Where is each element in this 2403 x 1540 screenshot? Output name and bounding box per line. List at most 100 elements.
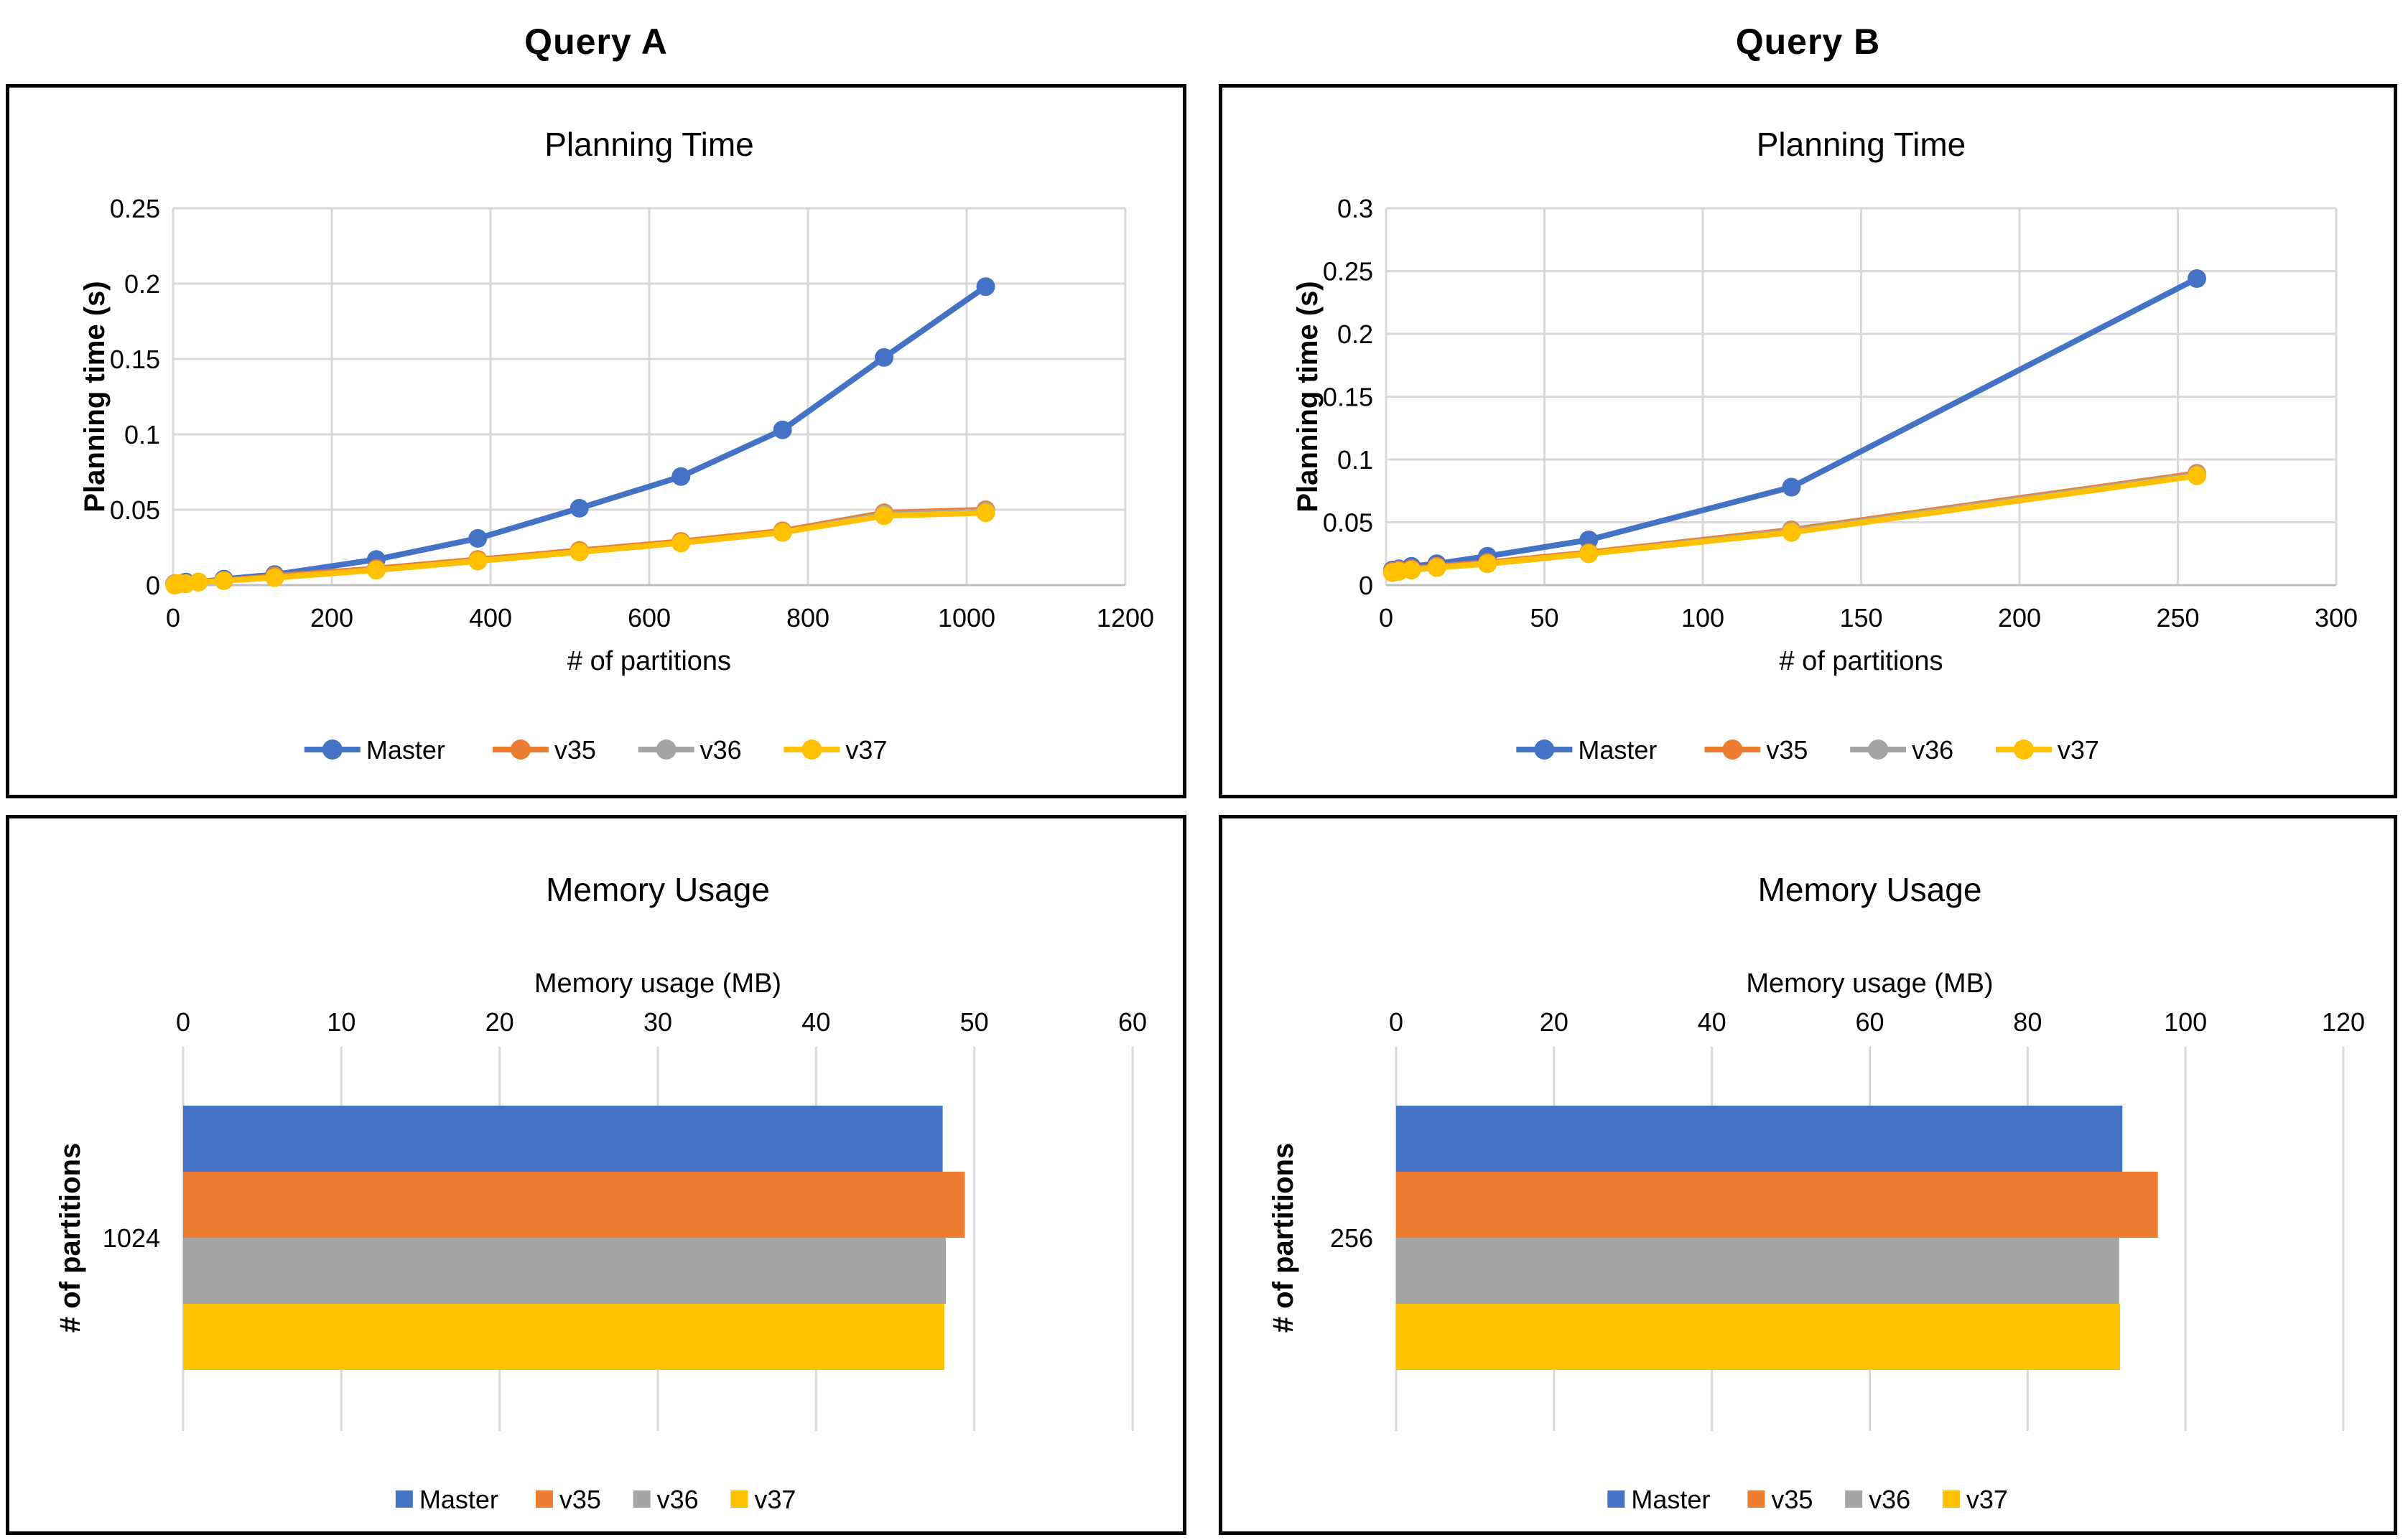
x-tick-label: 0 [176,1007,190,1037]
y-tick-label: 0.1 [1337,445,1373,475]
x-tick-label: 100 [1681,603,1724,633]
query-a-column-title: Query A [524,22,668,62]
x-tick-label: 40 [801,1007,830,1037]
data-point-master [2187,269,2206,288]
legend-label-v37: v37 [754,1485,796,1514]
legend-marker-dot-v37 [2013,739,2034,760]
legend-label-master: Master [1578,735,1657,765]
bar-master [1396,1106,2123,1172]
legend-label-v36: v36 [1869,1485,1910,1514]
query-b-column-title: Query B [1735,22,1881,62]
x-tick-label: 1200 [1097,603,1154,633]
data-point-v37 [214,571,233,590]
legend-label-v37: v37 [2058,735,2099,765]
y-tick-label: 0.25 [110,194,160,223]
x-tick-label: 400 [469,603,512,633]
y-tick-label: 0 [1359,571,1373,600]
x-tick-label: 300 [2315,603,2358,633]
legend-marker-square-master [1607,1490,1625,1508]
data-point-v37 [773,523,792,542]
legend-label-master: Master [1631,1485,1710,1514]
data-point-v37 [1579,544,1599,564]
x-tick-label: 0 [1389,1007,1403,1037]
chart-title: Planning Time [1757,126,1966,163]
chart-title: Planning Time [544,126,754,163]
legend-marker-square-v36 [1845,1490,1863,1508]
bar-v35 [183,1172,965,1238]
x-tick-label: 1000 [938,603,995,633]
y-axis-title: Planning time (s) [1292,281,1324,512]
legend-marker-square-master [395,1490,413,1508]
data-point-v37 [1427,558,1446,577]
y-tick-label: 0.3 [1337,194,1373,223]
x-tick-label: 20 [485,1007,514,1037]
x-tick-label: 30 [643,1007,672,1037]
data-point-v37 [976,503,995,523]
x-tick-label: 100 [2164,1007,2207,1037]
query-a-planning-time-panel: Planning Time 0 0.05 0.1 0.15 0.2 0.25 0 200 400 6… [6,84,1186,798]
legend-marker-dot-v35 [510,739,531,760]
data-point-v37 [189,572,208,592]
y-axis-title: Planning time (s) [79,281,111,512]
data-point-master [570,498,589,518]
legend-label-v35: v35 [554,735,596,765]
query-b-memory-usage-panel: Memory Usage Memory usage (MB) 0 20 40 60 80 10… [1219,815,2397,1535]
y-tick-label: 0.25 [1323,257,1373,286]
data-point-v37 [875,506,894,526]
legend-label-v36: v36 [1912,735,1953,765]
y-axis-title: # of partitions [55,1143,86,1333]
x-tick-label: 250 [2156,603,2199,633]
y-tick-label: 0.15 [110,345,160,374]
x-tick-label: 60 [1855,1007,1884,1037]
x-tick-label: 0 [166,603,180,633]
legend-marker-square-v36 [633,1490,651,1508]
x-tick-label: 50 [960,1007,989,1037]
y-tick-label: 0.05 [110,495,160,525]
data-point-master [468,528,488,548]
x-tick-label: 120 [2322,1007,2365,1037]
legend-marker-square-v37 [730,1490,748,1508]
x-tick-label: 150 [1839,603,1882,633]
query-a-planning-time-chart: Planning Time 0 0.05 0.1 0.15 0.2 0.25 0 200 400 6… [79,126,1154,765]
x-axis-title: Memory usage (MB) [1746,969,1993,999]
bar-master [183,1106,943,1172]
query-a-memory-usage-panel: Memory Usage Memory usage (MB) 0 10 20 30 40 50… [6,815,1186,1535]
chart-title: Memory Usage [1758,871,1982,908]
data-point-v37 [468,551,488,571]
legend-marker-dot-master [1534,739,1555,760]
x-tick-label: 40 [1698,1007,1726,1037]
x-tick-label: 200 [310,603,353,633]
y-tick-label: 0.05 [1323,508,1373,538]
category-label: 1024 [103,1223,160,1253]
data-point-master [773,420,792,439]
data-point-v37 [1478,554,1497,574]
legend-marker-dot-v35 [1722,739,1743,760]
x-tick-label: 600 [628,603,671,633]
y-tick-label: 0.2 [1337,319,1373,349]
legend-marker-square-v35 [1747,1490,1765,1508]
legend-label-v35: v35 [559,1485,601,1514]
data-point-v37 [570,542,589,561]
data-point-master [875,347,894,367]
bar-v37 [183,1304,944,1370]
x-tick-label: 60 [1118,1007,1147,1037]
chart-title: Memory Usage [546,871,770,908]
data-point-master [671,467,691,486]
bar-v36 [1396,1238,2119,1304]
legend-marker-dot-v36 [1868,739,1889,760]
data-point-v37 [265,568,284,587]
legend-label-master: Master [419,1485,498,1514]
query-b-planning-time-panel: Planning Time 0 0.05 0.1 0.15 0.2 0.25 0.3 0 50 10… [1219,84,2397,798]
legend-label-master: Master [366,735,445,765]
category-label: 256 [1330,1223,1373,1253]
x-axis-title: # of partitions [1779,646,1943,676]
y-tick-label: 0.1 [124,420,160,449]
x-tick-label: 50 [1530,603,1558,633]
legend-marker-dot-master [322,739,343,760]
x-tick-label: 20 [1540,1007,1568,1037]
data-point-v37 [2187,466,2206,485]
legend-marker-dot-v36 [656,739,677,760]
legend-marker-square-v35 [535,1490,553,1508]
bar-v35 [1396,1172,2158,1238]
bar-v36 [183,1238,947,1304]
